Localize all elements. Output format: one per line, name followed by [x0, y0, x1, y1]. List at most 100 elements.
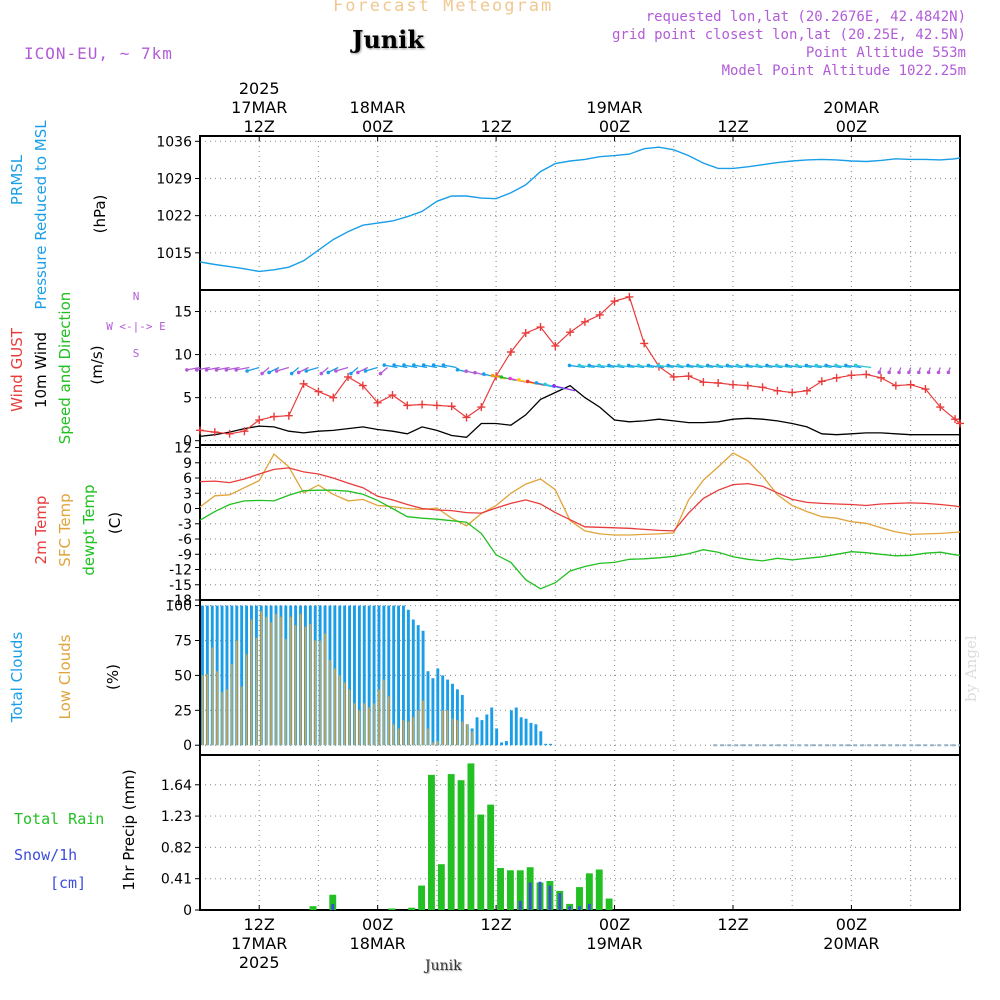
y-tick-label: -9	[178, 547, 192, 563]
wind-direction-arrow	[246, 366, 260, 372]
total-cloud-bar	[451, 683, 454, 746]
total-cloud-bar	[500, 742, 503, 746]
wind-gust-marker	[595, 310, 604, 319]
time-label-bottom: 00Z	[599, 915, 630, 934]
wind-arrow-head	[774, 363, 779, 368]
rain-bar	[477, 814, 485, 910]
wind-label-speed-dir: Speed and Direction	[56, 292, 74, 445]
y-tick-label: 12	[174, 441, 192, 457]
wind-label-gust: Wind GUST	[8, 327, 26, 412]
wind-arrow-head	[204, 368, 209, 372]
low-cloud-bar	[343, 682, 346, 746]
low-cloud-bar	[353, 703, 356, 746]
cloud-unit-label: (%)	[104, 664, 122, 690]
model-point-altitude: Model Point Altitude 1022.25m	[721, 63, 966, 79]
time-label-top: 12Z	[480, 117, 511, 136]
model-name: ICON-EU, ~ 7km	[24, 44, 173, 63]
low-cloud-bar	[339, 675, 341, 746]
total-cloud-bar	[220, 605, 224, 746]
wind-arrow-head	[646, 363, 651, 368]
wind-direction-arrow	[394, 364, 408, 369]
wind-gust-marker	[418, 400, 427, 409]
rain-bar	[605, 898, 613, 910]
wind-direction-arrow	[423, 364, 437, 369]
wind-gust-marker	[773, 386, 782, 395]
low-cloud-bar	[304, 626, 307, 746]
y-tick-label: 10	[174, 348, 192, 364]
wind-direction-arrow	[786, 364, 803, 369]
total-cloud-bar	[353, 605, 356, 746]
wind-arrow-head	[656, 363, 661, 368]
total-cloud-bar	[426, 671, 430, 746]
time-label-top: 2025	[239, 79, 280, 98]
temp-label-2m: 2m Temp	[32, 496, 50, 565]
wind-gust-marker	[270, 412, 279, 421]
snow-bar	[528, 882, 532, 910]
time-label-top: 00Z	[599, 117, 630, 136]
low-cloud-bar	[422, 700, 424, 746]
total-cloud-bar	[240, 605, 244, 746]
panel-frame-temperature	[199, 444, 961, 601]
pressure-label-msl: Pressure Reduced to MSL	[32, 120, 50, 310]
total-cloud-bar	[524, 718, 528, 746]
wind-gust-marker	[566, 328, 575, 337]
wind-gust-marker	[640, 339, 649, 348]
low-cloud-bar	[373, 703, 375, 746]
total-cloud-bar	[460, 694, 464, 746]
wind-gust-marker	[728, 380, 737, 389]
wind-direction-arrow	[835, 364, 852, 369]
rain-bar	[516, 870, 524, 910]
y-tick-label: 75	[174, 633, 192, 649]
wind-10m-line	[199, 384, 960, 438]
total-cloud-bar	[549, 743, 553, 746]
total-cloud-bar	[490, 707, 494, 746]
temp-label-sfc: SFC Temp	[56, 493, 74, 566]
low-cloud-bar	[324, 633, 326, 746]
wind-arrow-head	[534, 381, 539, 385]
wind-arrow-head	[695, 363, 700, 368]
wind-gust-marker	[284, 411, 293, 420]
total-cloud-bar	[411, 619, 415, 746]
wind-gust-marker	[669, 372, 678, 381]
total-cloud-bar	[436, 668, 440, 746]
low-cloud-bar	[236, 640, 238, 746]
cloud-label-total: Total Clouds	[8, 632, 26, 724]
rain-bar	[447, 774, 455, 910]
y-tick-label: -3	[178, 517, 192, 533]
precip-label-snow-unit: [cm]	[50, 874, 86, 892]
wind-arrow-head	[326, 370, 331, 375]
wind-direction-arrow	[443, 364, 457, 369]
wind-arrow-head	[473, 370, 477, 375]
low-cloud-bar	[334, 668, 336, 746]
wind-arrow-head	[421, 363, 426, 367]
low-cloud-bar	[319, 640, 321, 746]
wind-gust-marker	[299, 379, 308, 388]
low-cloud-bar	[348, 689, 351, 746]
wind-arrow-head	[296, 370, 301, 375]
wind-gust-marker	[240, 427, 249, 436]
y-tick-label: 5	[183, 391, 192, 407]
wind-direction-arrow	[433, 364, 447, 369]
rain-bar	[585, 873, 593, 910]
wind-arrow-head	[289, 371, 294, 376]
time-label-bottom: 12Z	[717, 915, 748, 934]
low-cloud-bar	[280, 616, 282, 746]
wind-direction-arrow	[737, 364, 753, 369]
wind-arrow-head	[194, 368, 199, 372]
wind-direction-arrow	[628, 364, 645, 369]
low-cloud-bar	[378, 689, 380, 746]
wind-gust-marker	[862, 370, 871, 379]
y-tick-label: -15	[169, 578, 192, 594]
low-cloud-bar	[388, 696, 390, 746]
low-cloud-bar	[476, 743, 478, 746]
total-cloud-bar	[348, 605, 351, 746]
wind-arrow-head	[234, 368, 238, 372]
low-cloud-bar	[417, 710, 419, 746]
low-cloud-bar	[314, 640, 316, 746]
wind-direction-arrow	[638, 364, 655, 369]
wind-direction-arrow	[226, 366, 240, 371]
wind-gust-marker	[817, 377, 826, 386]
low-cloud-bar	[260, 611, 263, 746]
low-cloud-bar	[358, 710, 361, 746]
low-cloud-bar	[437, 741, 439, 746]
